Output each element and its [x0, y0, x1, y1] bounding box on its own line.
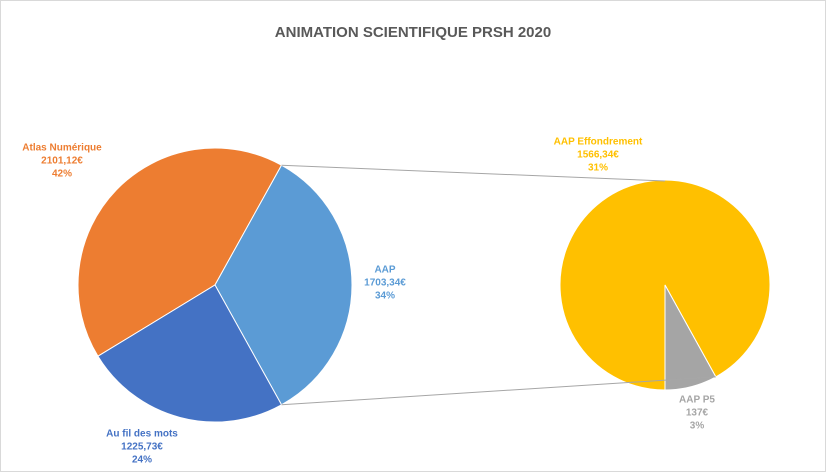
chart-title: ANIMATION SCIENTIFIQUE PRSH 2020 — [275, 24, 551, 41]
data-label: AAP P5 — [679, 395, 715, 406]
data-label: 1703,34€ — [364, 278, 406, 289]
data-label: 24% — [132, 455, 152, 466]
data-label: 2101,12€ — [41, 156, 83, 167]
data-label: 1225,73€ — [121, 442, 163, 453]
connector — [281, 376, 716, 406]
data-label: AAP — [374, 265, 395, 276]
data-label: AAP Effondrement — [554, 137, 643, 148]
data-label: 137€ — [686, 408, 709, 419]
connector — [281, 164, 666, 182]
data-label: Au fil des mots — [106, 429, 178, 440]
pie-slice — [214, 164, 353, 406]
data-label: Atlas Numérique — [22, 143, 102, 154]
data-label: 3% — [690, 421, 705, 432]
data-label: 42% — [52, 169, 72, 180]
data-label: 34% — [375, 291, 395, 302]
pie-slice — [97, 284, 283, 423]
data-label: 1566,34€ — [577, 150, 619, 161]
data-label: 31% — [588, 163, 608, 174]
pie-slice — [77, 147, 283, 357]
